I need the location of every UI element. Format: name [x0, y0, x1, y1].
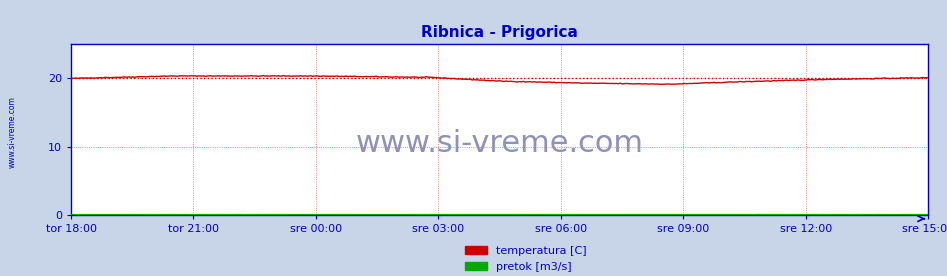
Text: www.si-vreme.com: www.si-vreme.com: [8, 97, 17, 168]
Text: www.si-vreme.com: www.si-vreme.com: [355, 129, 644, 158]
Title: Ribnica - Prigorica: Ribnica - Prigorica: [421, 25, 578, 40]
Legend: temperatura [C], pretok [m3/s]: temperatura [C], pretok [m3/s]: [460, 242, 591, 276]
